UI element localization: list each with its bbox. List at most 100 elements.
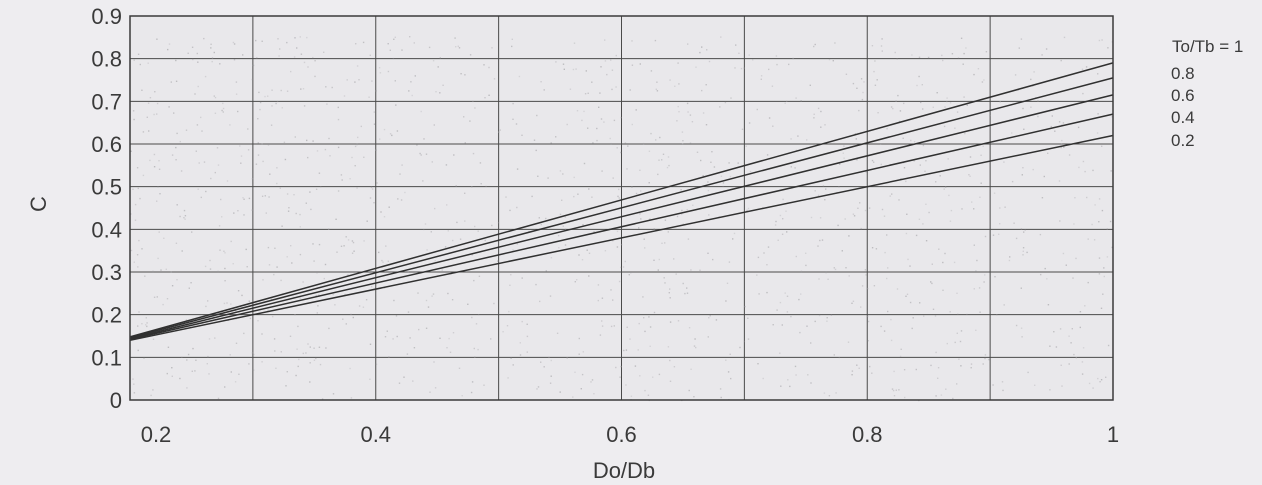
noise-dot [799, 331, 801, 334]
noise-dot [807, 374, 809, 376]
noise-dot [786, 100, 788, 102]
noise-dot [537, 175, 539, 177]
noise-dot [835, 392, 837, 394]
noise-dot [310, 208, 312, 211]
noise-dot [624, 260, 626, 263]
noise-dot [615, 366, 617, 369]
noise-dot [873, 70, 875, 73]
noise-dot [435, 91, 437, 93]
noise-dot [756, 274, 758, 276]
noise-dot [375, 149, 377, 151]
noise-dot [388, 356, 390, 358]
noise-dot [324, 263, 327, 266]
noise-dot [138, 239, 140, 242]
noise-dot [1063, 36, 1066, 39]
noise-dot [303, 61, 306, 64]
noise-dot [1084, 170, 1086, 173]
noise-dot [400, 199, 403, 201]
noise-dot [625, 384, 627, 386]
noise-dot [970, 363, 973, 365]
noise-dot [379, 72, 382, 74]
noise-dot [312, 243, 314, 245]
noise-dot [999, 101, 1001, 103]
noise-dot [762, 377, 764, 380]
noise-dot [616, 230, 619, 233]
noise-dot [479, 162, 482, 164]
noise-dot [1068, 154, 1071, 156]
noise-dot [664, 242, 666, 244]
noise-dot [1003, 304, 1005, 306]
noise-dot [217, 397, 220, 400]
noise-dot [267, 95, 269, 97]
noise-dot [293, 56, 296, 58]
noise-dot [354, 145, 357, 148]
noise-dot [267, 309, 269, 311]
noise-dot [396, 335, 398, 338]
noise-dot [898, 389, 900, 391]
noise-dot [766, 264, 768, 266]
noise-dot [300, 88, 302, 90]
noise-dot [138, 311, 140, 313]
noise-dot [1047, 304, 1050, 306]
noise-dot [316, 150, 319, 152]
noise-dot [966, 104, 968, 106]
noise-dot [922, 144, 925, 147]
noise-dot [810, 382, 812, 384]
noise-dot [797, 135, 799, 137]
x-tick-label: 1 [1107, 422, 1119, 447]
noise-dot [409, 337, 411, 339]
noise-dot [1058, 121, 1061, 123]
noise-dot [916, 84, 918, 87]
noise-dot [477, 348, 479, 351]
noise-dot [740, 67, 743, 70]
noise-dot [439, 337, 441, 339]
noise-dot [1054, 130, 1056, 132]
noise-dot [470, 391, 473, 394]
noise-dot [1092, 169, 1094, 172]
noise-dot [695, 66, 697, 68]
noise-dot [521, 320, 523, 323]
noise-dot [235, 318, 237, 320]
noise-dot [784, 102, 786, 104]
noise-dot [360, 125, 362, 128]
noise-dot [150, 394, 152, 397]
noise-dot [648, 182, 650, 184]
noise-dot [168, 43, 171, 45]
noise-dot [823, 392, 826, 394]
noise-dot [316, 312, 318, 314]
noise-dot [1073, 353, 1075, 356]
noise-dot [540, 223, 542, 226]
noise-dot [1082, 92, 1084, 95]
noise-dot [980, 182, 982, 184]
noise-dot [768, 117, 771, 119]
noise-dot [852, 300, 855, 302]
noise-dot [772, 125, 774, 127]
noise-dot [509, 284, 511, 286]
noise-dot [458, 367, 461, 369]
noise-dot [813, 117, 815, 119]
noise-dot [255, 39, 257, 42]
plot-frame [129, 15, 1114, 401]
noise-dot [354, 165, 356, 167]
noise-dot [653, 259, 655, 261]
noise-dot [210, 47, 212, 49]
noise-dot [185, 129, 188, 131]
noise-dot [533, 139, 536, 141]
y-tick-labels: 0 0.1 0.2 0.3 0.4 0.5 0.6 0.7 0.8 0.9 [91, 4, 122, 413]
noise-dot [471, 381, 474, 383]
noise-dot [434, 387, 437, 389]
noise-dot [1094, 204, 1096, 206]
noise-dot [194, 370, 196, 372]
noise-dot [1021, 336, 1023, 338]
noise-dot [224, 252, 226, 254]
noise-dot [414, 75, 416, 77]
noise-dot [561, 199, 563, 201]
noise-dot [1022, 247, 1025, 249]
noise-dot [789, 385, 791, 388]
noise-dot [903, 369, 906, 371]
noise-dot [705, 124, 708, 126]
noise-dot [620, 243, 623, 246]
noise-dot [536, 388, 538, 390]
noise-dot [309, 191, 311, 193]
noise-dot [217, 164, 220, 166]
